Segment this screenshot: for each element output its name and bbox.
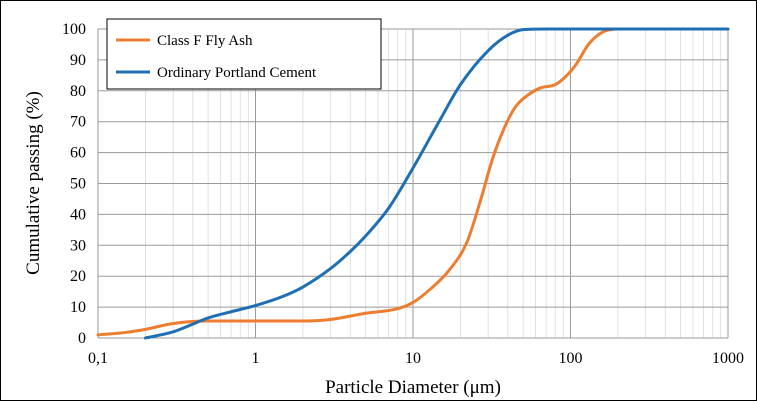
x-tick-label: 100	[559, 350, 583, 367]
x-tick-labels: 0,1 1 10 100 1000	[88, 350, 744, 367]
y-axis-title: Cumulative passing (%)	[23, 91, 44, 275]
y-tick-label: 60	[70, 145, 86, 162]
x-tick-label: 1000	[712, 350, 744, 367]
y-tick-label: 70	[70, 114, 86, 131]
y-tick-label: 10	[70, 299, 86, 316]
y-tick-label: 90	[70, 52, 86, 69]
x-tick-label: 1	[252, 350, 260, 367]
series-line-fly-ash	[96, 27, 715, 337]
y-tick-label: 30	[70, 237, 86, 254]
legend-label-fly-ash: Class F Fly Ash	[157, 33, 253, 49]
y-tick-label: 0	[78, 330, 86, 347]
legend-label-opc: Ordinary Portland Cement	[157, 65, 317, 81]
x-tick-label: 0,1	[88, 350, 108, 367]
legend: Class F Fly Ash Ordinary Portland Cement	[106, 18, 382, 90]
y-tick-label: 100	[62, 21, 86, 38]
series-layer	[96, 27, 730, 340]
y-tick-label: 80	[70, 83, 86, 100]
series-line-opc	[143, 27, 730, 340]
major-grid	[97, 28, 729, 339]
y-tick-label: 20	[70, 268, 86, 285]
y-tick-labels: 0 10 20 30 40 50 60 70 80 90 100	[62, 21, 86, 347]
legend-box	[106, 18, 382, 90]
y-tick-label: 40	[70, 206, 86, 223]
x-axis-title: Particle Diameter (μm)	[325, 377, 501, 398]
x-tick-label: 10	[405, 350, 421, 367]
y-tick-label: 50	[70, 176, 86, 193]
